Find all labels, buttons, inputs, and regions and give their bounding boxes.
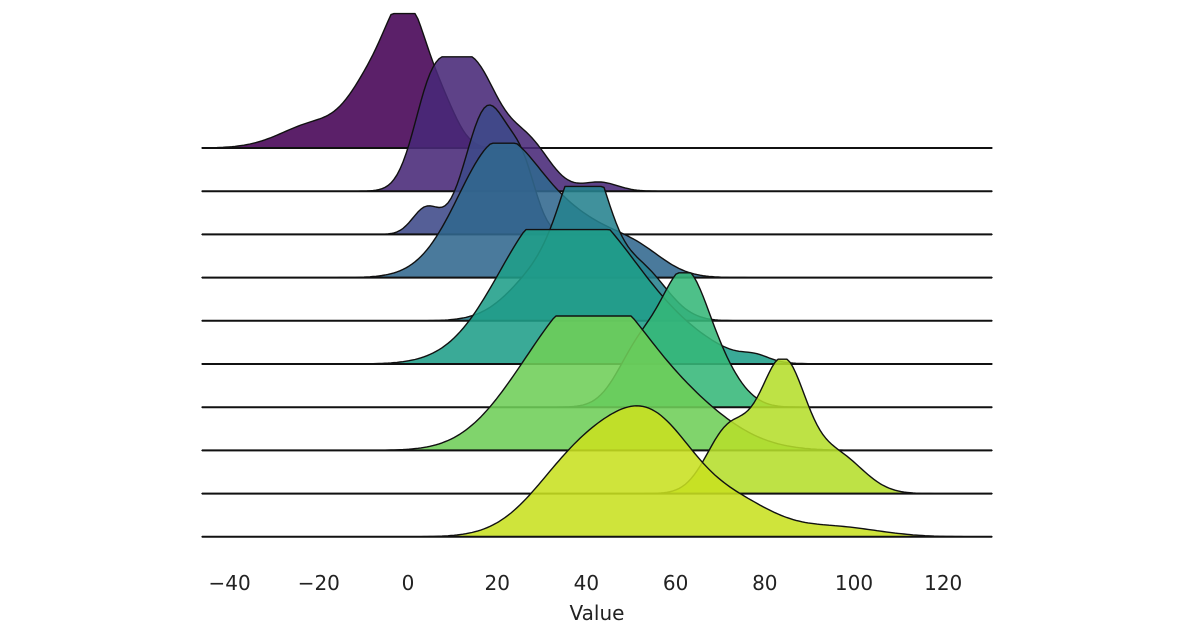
x-tick-label: −20 <box>298 571 340 595</box>
x-tick-label: 0 <box>402 571 415 595</box>
x-tick-label: 60 <box>663 571 688 595</box>
x-tick-label: 80 <box>752 571 777 595</box>
x-tick-label: −40 <box>208 571 250 595</box>
ridge-series-1 <box>201 12 993 149</box>
x-axis-ticks: −40 −20 0 20 40 60 80 100 120 <box>208 571 962 595</box>
x-tick-label: 120 <box>924 571 962 595</box>
ridge-series-group <box>201 12 993 538</box>
x-tick-label: 100 <box>835 571 873 595</box>
x-axis-label: Value <box>570 601 625 625</box>
x-tick-label: 40 <box>574 571 599 595</box>
ridge-series-10 <box>201 405 993 538</box>
x-tick-label: 20 <box>484 571 509 595</box>
